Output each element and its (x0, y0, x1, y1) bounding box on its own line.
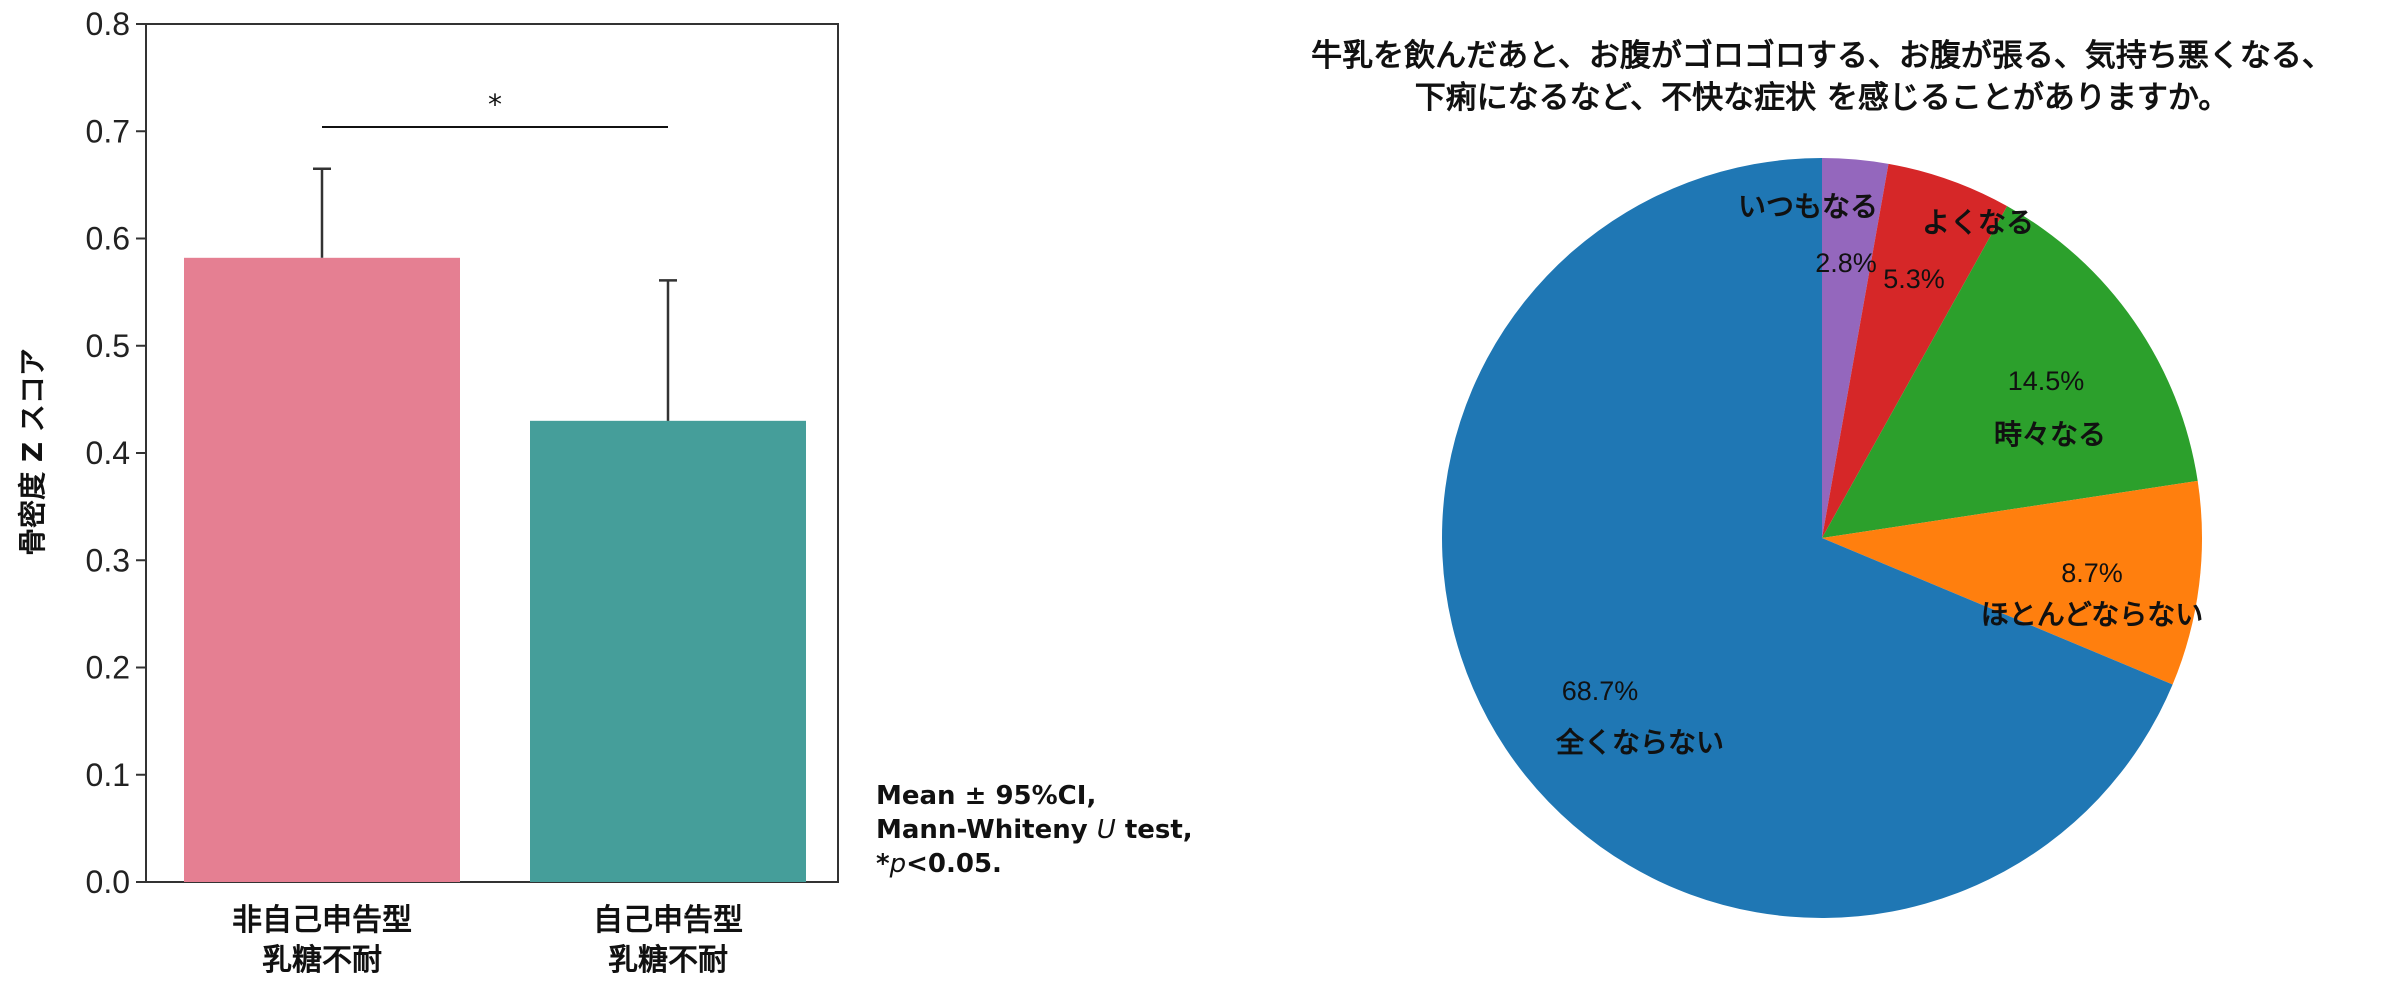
y-tick-label: 0.8 (86, 6, 130, 42)
error-bars (313, 167, 677, 421)
bar-chart: 0.00.10.20.30.40.50.60.70.8 * 非自己申告型乳糖不耐… (16, 6, 1193, 978)
stats-note-line-3: *p<0.05. (876, 849, 1002, 879)
slice-percent: 5.3% (1883, 264, 1945, 294)
slice-percent: 2.8% (1815, 248, 1877, 278)
slice-label: いつもなる (1738, 190, 1878, 223)
pie-labels: 2.8% いつもなる 5.3% よくなる 14.5% 時々なる 8.7% ほとんどならない 68… (1555, 190, 2203, 759)
x-category-label: 自己申告型 (593, 903, 743, 938)
pie-slice (1822, 206, 2198, 538)
significance-star: * (488, 88, 502, 121)
pie-slice (1822, 158, 1889, 538)
pie-slice (1822, 163, 2008, 539)
y-axis-label: 骨密度 Z スコア (16, 348, 49, 556)
slice-label: ほとんどならない (1981, 598, 2204, 631)
pie-slice (1442, 158, 2173, 918)
x-category-label: 乳糖不耐 (262, 943, 382, 978)
stats-note: Mean ± 95%CI, Mann-Whiteny U test, *p<0.… (876, 781, 1193, 879)
y-tick-label: 0.7 (86, 113, 130, 149)
y-tick-label: 0.0 (86, 864, 130, 900)
pie-slice (1822, 480, 2203, 685)
pie-title-line-1: 牛乳を飲んだあと、お腹がゴロゴロする、お腹が張る、気持ち悪くなる、 (1311, 38, 2333, 74)
stats-note-line-2: Mann-Whiteny U test, (876, 815, 1193, 845)
bar (530, 420, 806, 882)
y-tick-label: 0.4 (86, 435, 130, 471)
y-axis-ticks: 0.0 0.1 0.2 0.3 0.4 0.5 0.6 0.7 0.8 (86, 6, 146, 900)
y-tick-label: 0.1 (86, 757, 130, 793)
x-category-label: 非自己申告型 (232, 903, 412, 938)
pie-chart: 牛乳を飲んだあと、お腹がゴロゴロする、お腹が張る、気持ち悪くなる、 下痢になるな… (1311, 38, 2333, 918)
slice-percent: 14.5% (2008, 366, 2085, 396)
y-tick-label: 0.5 (86, 328, 130, 364)
bars (184, 257, 806, 882)
slice-percent: 8.7% (2061, 558, 2123, 588)
slice-label: 全くならない (1555, 726, 1724, 759)
x-category-label: 乳糖不耐 (608, 943, 728, 978)
stats-note-line-1: Mean ± 95%CI, (876, 781, 1096, 811)
pie-title-line-2: 下痢になるなど、不快な症状 を感じることがありますか。 (1415, 80, 2230, 116)
slice-percent: 68.7% (1562, 676, 1639, 706)
pie-slices (1442, 158, 2203, 918)
bar (184, 257, 460, 882)
y-tick-label: 0.2 (86, 650, 130, 686)
slice-label: 時々なる (1994, 418, 2106, 451)
y-tick-label: 0.6 (86, 221, 130, 257)
slice-label: よくなる (1922, 206, 2034, 239)
y-tick-label: 0.3 (86, 542, 130, 578)
